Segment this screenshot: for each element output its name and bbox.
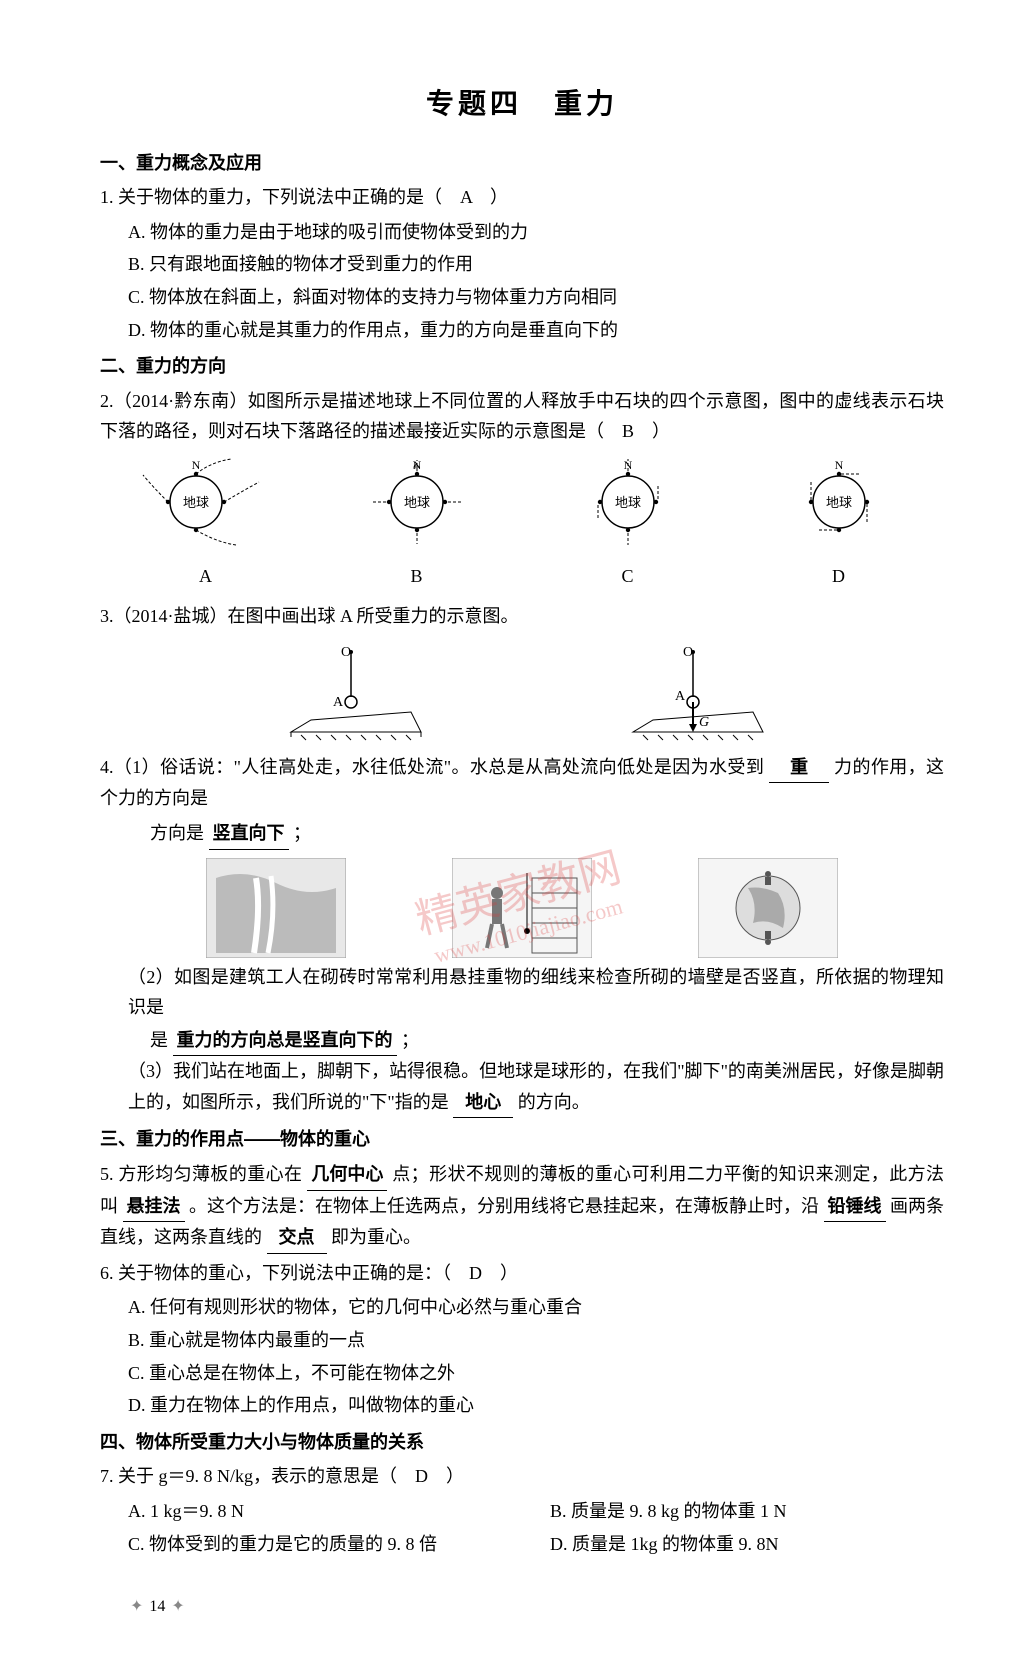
q4-3-blank: 地心 xyxy=(453,1087,513,1119)
q5-f: 即为重心。 xyxy=(331,1227,421,1247)
section-heading-2: 二、重力的方向 xyxy=(100,351,944,382)
svg-text:O: O xyxy=(341,645,351,660)
q5-d: 。这个方法是：在物体上任选两点，分别用线将它悬挂起来，在薄板静止时，沿 xyxy=(189,1196,819,1216)
q1-stem: 1. 关于物体的重力，下列说法中正确的是（ A ） xyxy=(100,182,944,213)
q2-label-d: D xyxy=(774,561,904,592)
waterfall-icon xyxy=(206,858,346,958)
q3-stem: 3.（2014·盐城）在图中画出球 A 所受重力的示意图。 xyxy=(100,601,944,632)
earth-icon: 地球 N xyxy=(563,457,693,547)
q4-2a: （2）如图是建筑工人在砌砖时常常利用悬挂重物的细线来检查所砌的墙壁是否竖直，所依… xyxy=(128,967,944,1018)
q5-b4: 交点 xyxy=(267,1222,327,1254)
page-number: 14 xyxy=(100,1591,944,1622)
q1-opt-b: B. 只有跟地面接触的物体才受到重力的作用 xyxy=(100,249,944,280)
q5-b1: 几何中心 xyxy=(307,1159,387,1191)
q6-opt-d: D. 重力在物体上的作用点，叫做物体的重心 xyxy=(100,1390,944,1421)
q4-photos: 精英家教网 www.1010jiajiao.com xyxy=(100,858,944,958)
section-heading-4: 四、物体所受重力大小与物体质量的关系 xyxy=(100,1427,944,1458)
q2-diagrams: 地球 N A 地球 N xyxy=(100,457,944,591)
page-num-value: 14 xyxy=(110,1591,205,1622)
globe-people-icon xyxy=(698,858,838,958)
q4-2b: ； xyxy=(401,1030,419,1050)
svg-text:地球: 地球 xyxy=(825,495,851,510)
section-heading-1: 一、重力概念及应用 xyxy=(100,148,944,179)
q5-b3: 铅锤线 xyxy=(824,1191,886,1223)
q5-b2: 悬挂法 xyxy=(123,1191,185,1223)
q2-label-a: A xyxy=(141,561,271,592)
q2-label-c: C xyxy=(563,561,693,592)
earth-icon: 地球 N xyxy=(352,457,482,547)
q2-diagram-b: 地球 N B xyxy=(352,457,482,591)
page-title: 专题四 重力 xyxy=(100,80,944,128)
q7-opt-c: C. 物体受到的重力是它的质量的 9. 8 倍 xyxy=(100,1529,522,1560)
q4-3b: 的方向。 xyxy=(518,1092,590,1112)
q5-a: 5. 方形均匀薄板的重心在 xyxy=(100,1164,302,1184)
q7-opt-d: D. 质量是 1kg 的物体重 9. 8N xyxy=(522,1529,944,1560)
q4-2-blank: 重力的方向总是竖直向下的 xyxy=(173,1025,397,1057)
q2-label-b: B xyxy=(352,561,482,592)
q2-diagram-a: 地球 N A xyxy=(141,457,271,591)
q1-opt-c: C. 物体放在斜面上，斜面对物体的支持力与物体重力方向相同 xyxy=(100,282,944,313)
earth-icon: 地球 N xyxy=(141,457,271,547)
bricklayer-icon xyxy=(452,858,592,958)
q4-2: （2）如图是建筑工人在砌砖时常常利用悬挂重物的细线来检查所砌的墙壁是否竖直，所依… xyxy=(100,962,944,1023)
svg-text:地球: 地球 xyxy=(403,495,429,510)
q4-1: 4.（1）俗话说："人往高处走，水往低处流"。水总是从高处流向低处是因为水受到 … xyxy=(100,752,944,814)
q1-opt-d: D. 物体的重心就是其重力的作用点，重力的方向是垂直向下的 xyxy=(100,315,944,346)
q7-opt-a: A. 1 kg＝9. 8 N xyxy=(100,1496,522,1527)
q2-diagram-d: 地球 N D xyxy=(774,457,904,591)
q4-1a: 4.（1）俗话说："人往高处走，水往低处流"。水总是从高处流向低处是因为水受到 xyxy=(100,757,764,777)
earth-label: 地球 xyxy=(182,495,208,510)
svg-text:地球: 地球 xyxy=(614,495,640,510)
q4-1-blank1: 重 xyxy=(769,752,829,784)
svg-text:O: O xyxy=(683,645,693,660)
q7-stem: 7. 关于 g＝9. 8 N/kg，表示的意思是（ D ） xyxy=(100,1461,944,1492)
pendulum-left-icon: O A xyxy=(261,642,441,742)
q4-2-line2: 是 重力的方向总是竖直向下的 ； xyxy=(100,1025,944,1057)
svg-text:A: A xyxy=(333,695,344,710)
section-heading-3: 三、重力的作用点——物体的重心 xyxy=(100,1124,944,1155)
q4-1c: ； xyxy=(293,823,311,843)
q6-opt-c: C. 重心总是在物体上，不可能在物体之外 xyxy=(100,1358,944,1389)
svg-text:N: N xyxy=(834,458,843,472)
q2-stem: 2.（2014·黔东南）如图所示是描述地球上不同位置的人释放手中石块的四个示意图… xyxy=(100,386,944,447)
q5: 5. 方形均匀薄板的重心在 几何中心 点；形状不规则的薄板的重心可利用二力平衡的… xyxy=(100,1159,944,1254)
n-label: N xyxy=(191,458,200,472)
q4-3: （3）我们站在地面上，脚朝下，站得很稳。但地球是球形的，在我们"脚下"的南美洲居… xyxy=(100,1056,944,1118)
q6-opt-b: B. 重心就是物体内最重的一点 xyxy=(100,1325,944,1356)
q4-1-blank2: 竖直向下 xyxy=(209,818,289,850)
q4-1-line2: 方向是 竖直向下 ； xyxy=(100,818,944,850)
q4-dir-label: 方向是 xyxy=(150,823,204,843)
svg-text:A: A xyxy=(675,689,686,704)
q3-diagrams: O A O A G xyxy=(100,642,944,742)
earth-icon: 地球 N xyxy=(774,457,904,547)
q6-stem: 6. 关于物体的重心，下列说法中正确的是：（ D ） xyxy=(100,1258,944,1289)
svg-text:G: G xyxy=(699,715,709,730)
pendulum-right-icon: O A G xyxy=(603,642,783,742)
q1-opt-a: A. 物体的重力是由于地球的吸引而使物体受到的力 xyxy=(100,217,944,248)
q7-opt-b: B. 质量是 9. 8 kg 的物体重 1 N xyxy=(522,1496,944,1527)
q2-diagram-c: 地球 N C xyxy=(563,457,693,591)
q6-opt-a: A. 任何有规则形状的物体，它的几何中心必然与重心重合 xyxy=(100,1292,944,1323)
